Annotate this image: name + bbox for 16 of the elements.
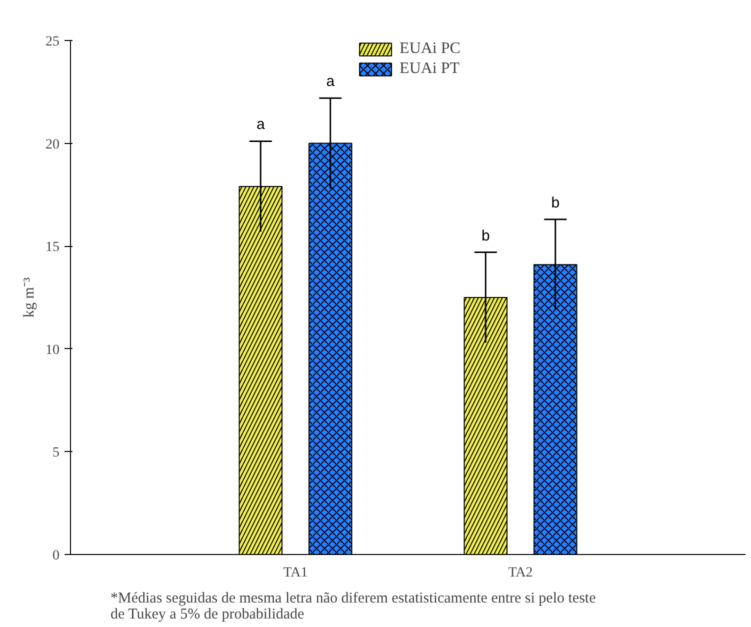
y-tick-label: 20 (46, 137, 60, 152)
annotation: b (551, 194, 560, 212)
x-tick-label: TA1 (283, 566, 308, 580)
y-tick-label: 15 (46, 240, 60, 256)
annotation: a (326, 73, 336, 90)
y-tick-label: 5 (52, 446, 60, 461)
annotation: a (256, 116, 266, 134)
text: *Médias seguidas de mesma letra não diferem estatisticamente entre si pelo teste de Tukey a 5% de probabilidade (110, 590, 596, 622)
x-tick-label: TA2 (508, 566, 533, 580)
legend-label: EUAi PT (400, 60, 460, 78)
y-axis-title: kg m⁻³ (22, 277, 38, 318)
legend-label: EUAi PC (400, 40, 460, 58)
y-tick-label: 0 (52, 548, 60, 564)
y-tick-label: 10 (46, 342, 60, 358)
annotation: b (481, 227, 490, 244)
y-tick-label: 25 (46, 34, 60, 50)
